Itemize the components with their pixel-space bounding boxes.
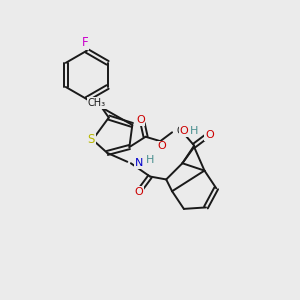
Text: F: F — [82, 36, 88, 49]
Text: H: H — [146, 155, 154, 165]
Text: H: H — [189, 126, 198, 136]
Text: O: O — [179, 126, 188, 136]
Text: O: O — [134, 187, 143, 197]
Text: O: O — [136, 115, 145, 125]
Text: N: N — [134, 158, 143, 168]
Text: O: O — [205, 130, 214, 140]
Text: CH₃: CH₃ — [88, 98, 106, 108]
Text: CH₃: CH₃ — [176, 126, 195, 136]
Text: O: O — [158, 142, 166, 152]
Text: S: S — [87, 133, 95, 146]
